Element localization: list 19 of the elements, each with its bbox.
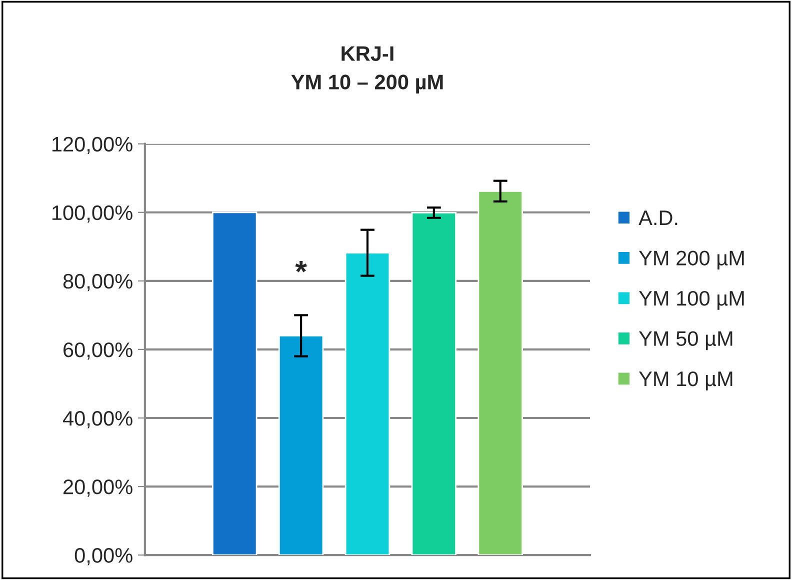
legend-label: YM 100 µM — [638, 290, 744, 310]
bar — [411, 212, 457, 556]
bar — [344, 252, 390, 556]
y-tick-label: 20,00% — [64, 480, 132, 497]
y-tick-label: 120,00% — [52, 136, 132, 154]
y-tick-label: 60,00% — [64, 342, 132, 360]
legend-label: YM 200 µM — [638, 250, 744, 270]
bar — [278, 335, 324, 556]
annotation: * — [295, 260, 307, 272]
legend-label: YM 10 µM — [638, 371, 732, 390]
y-tick-label: 40,00% — [62, 410, 132, 428]
chart-title: KRJ-I YM 10 – 200 µM — [291, 46, 443, 94]
bar — [212, 212, 258, 556]
y-tick-label: 100,00% — [52, 205, 132, 223]
bar — [478, 190, 523, 556]
legend-label: A.D. — [638, 210, 678, 225]
legend-label: YM 50 µM — [638, 331, 732, 350]
y-tick-label: 80,00% — [63, 274, 132, 292]
y-tick-label: 0,00% — [74, 548, 132, 566]
